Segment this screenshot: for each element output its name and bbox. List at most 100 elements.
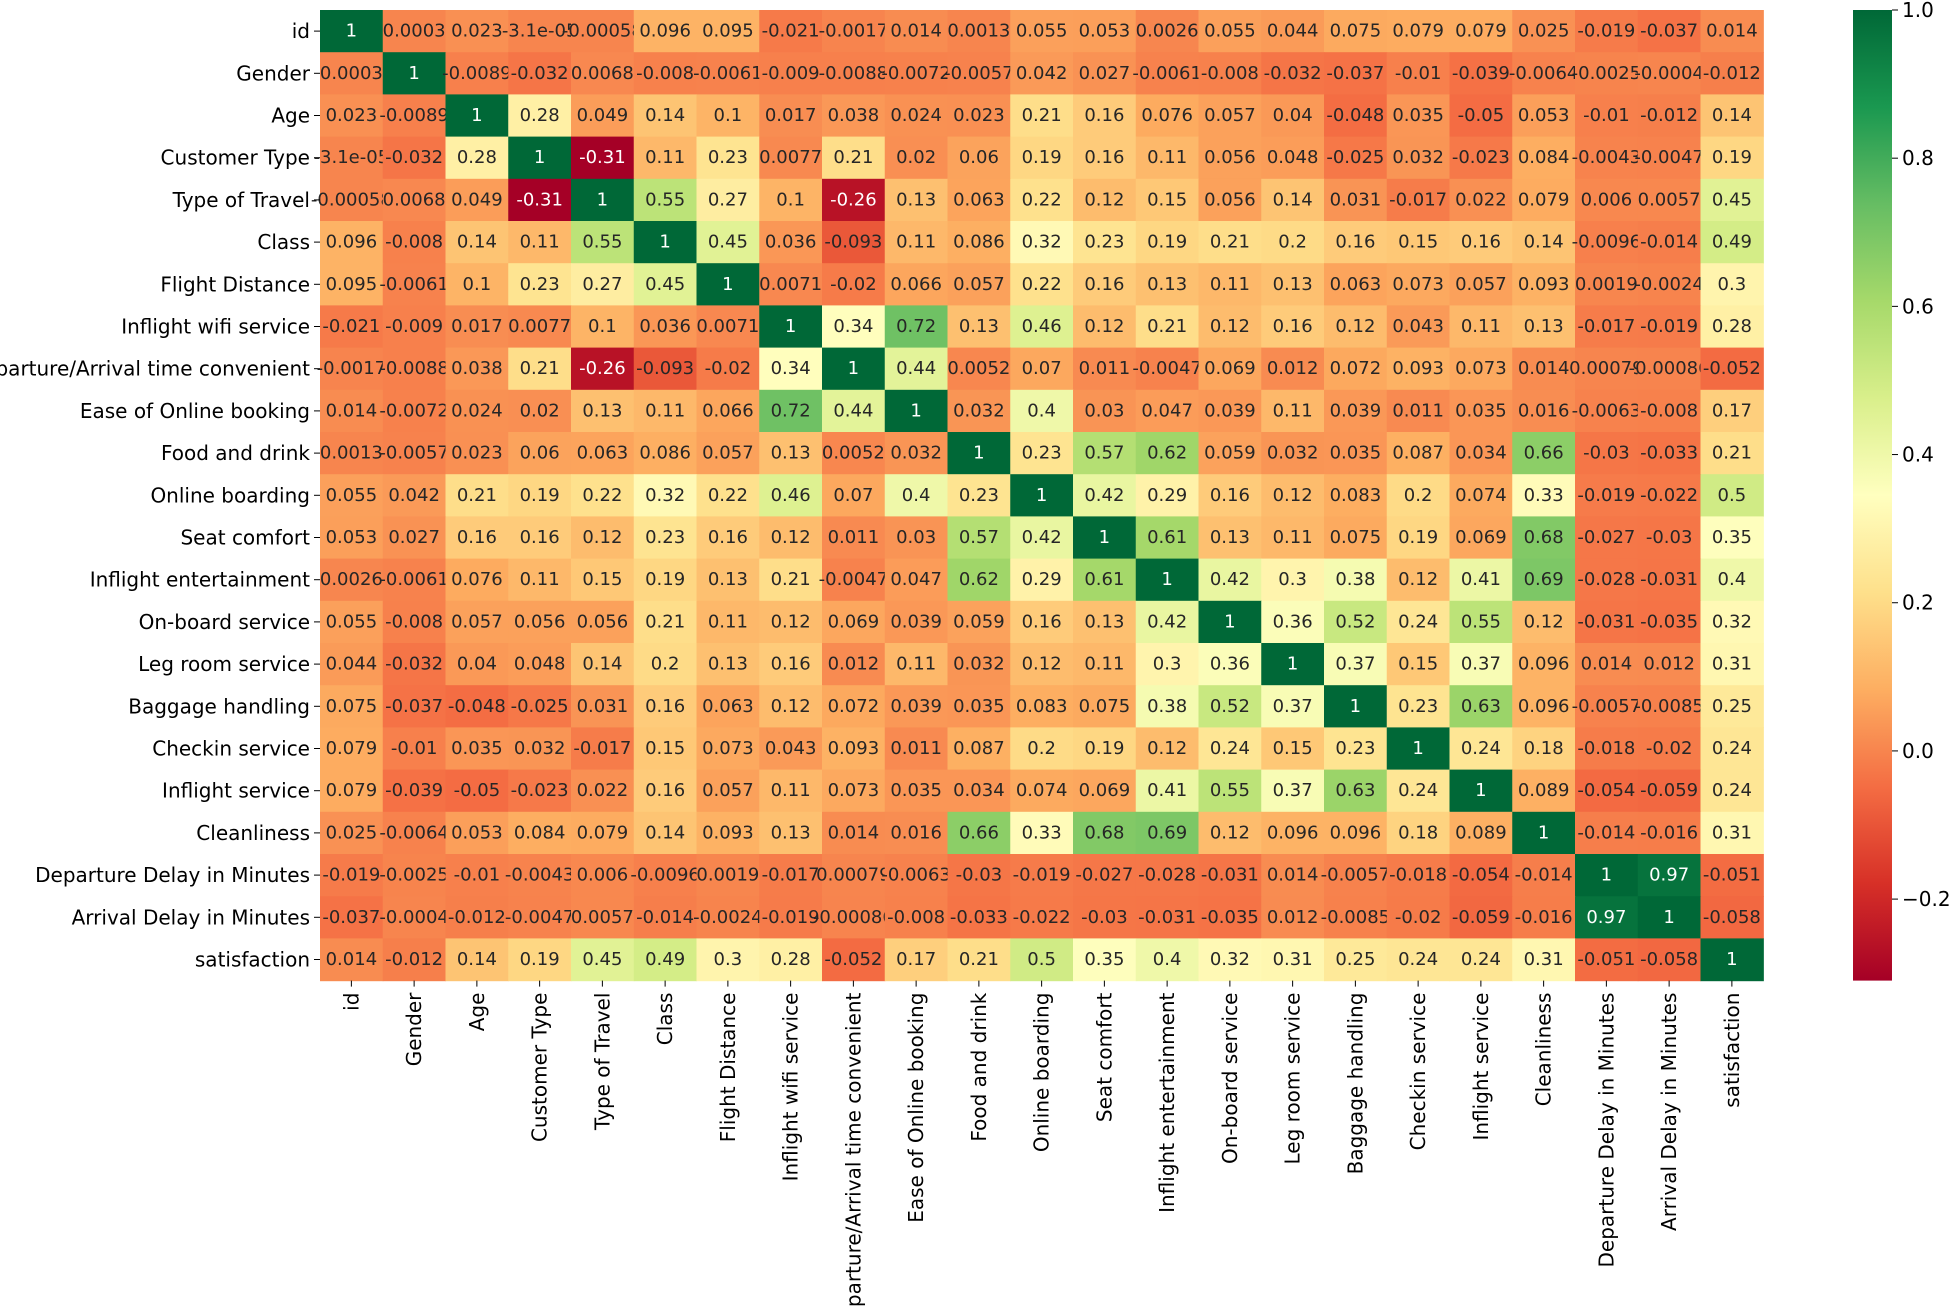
heatmap-cell bbox=[445, 474, 509, 517]
column-label: Age bbox=[465, 993, 489, 1032]
cell-value-label: 0.12 bbox=[1524, 611, 1564, 632]
heatmap-cell bbox=[1637, 643, 1702, 686]
heatmap-cell bbox=[320, 221, 384, 264]
heatmap-cell bbox=[696, 389, 760, 433]
heatmap-cell bbox=[633, 347, 698, 391]
heatmap-cell bbox=[1512, 600, 1576, 644]
heatmap-cell bbox=[1073, 474, 1137, 517]
heatmap-cell bbox=[1073, 221, 1137, 264]
row-label: Arrival Delay in Minutes bbox=[72, 905, 310, 929]
cell-value-label: -0.008 bbox=[1640, 400, 1698, 421]
cell-value-label: 0.022 bbox=[577, 780, 629, 801]
cell-value-label: 0.11 bbox=[1273, 400, 1313, 421]
cell-value-label: 0.032 bbox=[953, 654, 1005, 675]
cell-value-label: -0.014 bbox=[636, 907, 694, 928]
heatmap-cell bbox=[759, 432, 823, 475]
heatmap-cell bbox=[1449, 516, 1513, 560]
cell-value-label: 0.044 bbox=[326, 654, 378, 675]
cell-value-label: 0.13 bbox=[959, 316, 999, 337]
cell-value-label: 0.5 bbox=[1027, 949, 1056, 970]
cell-value-label: 0.017 bbox=[765, 105, 817, 126]
colorbar-tick-label: 0.4 bbox=[1902, 443, 1934, 467]
heatmap-cell bbox=[947, 432, 1011, 475]
heatmap-cell bbox=[884, 685, 949, 728]
cell-value-label: -0.31 bbox=[516, 189, 563, 210]
heatmap-cell bbox=[571, 263, 635, 306]
heatmap-cell bbox=[1010, 558, 1074, 602]
heatmap-cell bbox=[822, 221, 886, 264]
heatmap-cell bbox=[382, 643, 447, 686]
cell-value-label: 1 bbox=[1099, 527, 1110, 548]
cell-value-label: -0.019 bbox=[1577, 21, 1635, 42]
cell-value-label: 0.3 bbox=[714, 949, 743, 970]
heatmap-cell bbox=[1700, 896, 1764, 939]
heatmap-cell bbox=[1512, 769, 1576, 813]
column-label: Seat comfort bbox=[1092, 992, 1116, 1122]
heatmap-cell bbox=[382, 136, 447, 180]
cell-value-label: -0.037 bbox=[385, 696, 443, 717]
heatmap-cell bbox=[759, 305, 823, 349]
heatmap-cell bbox=[1512, 347, 1576, 391]
cell-value-label: 0.11 bbox=[1210, 274, 1250, 295]
heatmap-cell bbox=[1449, 178, 1513, 222]
cell-value-label: 0.073 bbox=[1455, 358, 1507, 379]
heatmap-cell bbox=[1700, 938, 1764, 982]
cell-value-label: 0.11 bbox=[1147, 147, 1187, 168]
heatmap-cell bbox=[759, 516, 823, 560]
heatmap-cell bbox=[1073, 136, 1137, 180]
cell-value-label: 0.13 bbox=[1524, 316, 1564, 337]
cell-value-label: 0.33 bbox=[1524, 485, 1564, 506]
heatmap-cell bbox=[382, 769, 447, 813]
heatmap-cell bbox=[1386, 811, 1451, 855]
heatmap-cell bbox=[822, 769, 886, 813]
cell-value-label: 0.15 bbox=[645, 738, 685, 759]
cell-value-label: 0.23 bbox=[645, 527, 685, 548]
heatmap-cell bbox=[1010, 685, 1074, 728]
heatmap-cell bbox=[1700, 811, 1764, 855]
cell-value-label: 0.16 bbox=[1022, 611, 1062, 632]
heatmap-cell bbox=[320, 10, 384, 53]
cell-value-label: 0.014 bbox=[326, 949, 378, 970]
cell-value-label: 0.14 bbox=[1273, 189, 1313, 210]
heatmap-cell bbox=[571, 305, 635, 349]
heatmap-cell bbox=[1449, 727, 1513, 771]
cell-value-label: 0.16 bbox=[457, 527, 497, 548]
cell-value-label: -0.02 bbox=[830, 274, 877, 295]
cell-value-label: -0.0064 bbox=[379, 822, 448, 843]
cell-value-label: 1 bbox=[534, 147, 545, 168]
heatmap-cell bbox=[1010, 305, 1074, 349]
heatmap-cell bbox=[1261, 347, 1325, 391]
heatmap-cell bbox=[1261, 136, 1325, 180]
heatmap-cell bbox=[1010, 10, 1074, 53]
heatmap-cell bbox=[1198, 94, 1262, 138]
cell-value-label: 0.31 bbox=[1524, 949, 1564, 970]
heatmap-cell bbox=[508, 474, 572, 517]
cell-value-label: 0.079 bbox=[1392, 21, 1444, 42]
heatmap-cell bbox=[1198, 52, 1262, 95]
cell-value-label: 0.14 bbox=[582, 654, 622, 675]
heatmap-cell bbox=[320, 685, 384, 728]
cell-value-label: -0.0061 bbox=[1132, 63, 1201, 84]
heatmap-cell bbox=[382, 727, 447, 771]
row-label: Ease of Online booking bbox=[80, 399, 310, 423]
cell-value-label: 0.0077 bbox=[759, 147, 822, 168]
column-label: Cleanliness bbox=[1532, 993, 1556, 1107]
cell-value-label: 0.083 bbox=[1330, 485, 1382, 506]
cell-value-label: -0.012 bbox=[1640, 105, 1698, 126]
heatmap-cell bbox=[1324, 178, 1388, 222]
cell-value-label: 0.044 bbox=[1267, 21, 1319, 42]
heatmap-cell bbox=[1700, 389, 1764, 433]
heatmap-cell bbox=[445, 347, 509, 391]
cell-value-label: -0.0017 bbox=[819, 21, 888, 42]
colorbar-gradient bbox=[1853, 10, 1892, 981]
heatmap-cell bbox=[445, 389, 509, 433]
cell-value-label: 0.14 bbox=[457, 232, 497, 253]
cell-value-label: 0.079 bbox=[1455, 21, 1507, 42]
heatmap-cell bbox=[508, 136, 572, 180]
cell-value-label: 0.15 bbox=[1398, 232, 1438, 253]
cell-value-label: 0.017 bbox=[451, 316, 503, 337]
heatmap-cell bbox=[696, 347, 760, 391]
cell-value-label: 0.42 bbox=[1084, 485, 1124, 506]
column-label: Departure Delay in Minutes bbox=[1594, 993, 1618, 1268]
heatmap-cell bbox=[1449, 94, 1513, 138]
